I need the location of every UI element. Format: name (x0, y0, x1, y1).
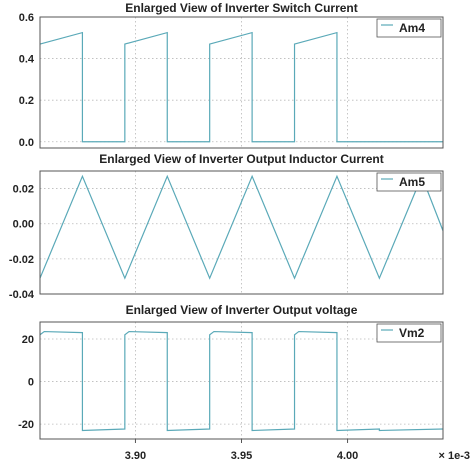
legend-box (376, 323, 442, 343)
plot-frame (39, 170, 444, 295)
y-tick-label: 0.4 (19, 54, 35, 66)
panel-output-voltage: Enlarged View of Inverter Output voltage… (18, 303, 444, 440)
y-tick-label: 0.2 (19, 95, 34, 107)
x-tick-label: 3.95 (231, 450, 252, 462)
y-tick-label: 0.02 (13, 184, 34, 196)
x-tick-label: 4.00 (337, 450, 358, 462)
legend-box (376, 172, 442, 192)
plot-frame (39, 16, 444, 149)
y-tick-label: -20 (18, 419, 34, 431)
panel-switch-current: Enlarged View of Inverter Switch Current… (19, 1, 444, 149)
y-tick-label: 0 (28, 377, 34, 389)
legend-label: Am5 (399, 175, 425, 189)
x-tick-label: 3.90 (125, 450, 146, 462)
y-tick-label: 0.6 (19, 12, 34, 24)
panel-title: Enlarged View of Inverter Output Inducto… (99, 152, 383, 166)
series-line-vm2 (39, 330, 444, 432)
series-line-am5 (39, 174, 444, 280)
y-tick-label: -0.04 (9, 289, 35, 301)
panel-title: Enlarged View of Inverter Switch Current (125, 1, 358, 15)
y-tick-label: -0.02 (9, 254, 34, 266)
panel-title: Enlarged View of Inverter Output voltage (126, 303, 358, 317)
x-axis: 3.90 3.95 4.00 × 1e-3 (125, 439, 470, 462)
y-tick-label: 20 (22, 334, 34, 346)
legend-label: Am4 (399, 21, 425, 35)
panel-inductor-current: Enlarged View of Inverter Output Inducto… (9, 152, 444, 301)
series-line-am4 (39, 31, 443, 143)
x-scale-label: × 1e-3 (439, 450, 471, 462)
legend-box (376, 18, 442, 38)
y-tick-label: 0.0 (19, 137, 34, 149)
y-tick-label: 0.00 (13, 219, 34, 231)
legend-label: Vm2 (399, 326, 425, 340)
